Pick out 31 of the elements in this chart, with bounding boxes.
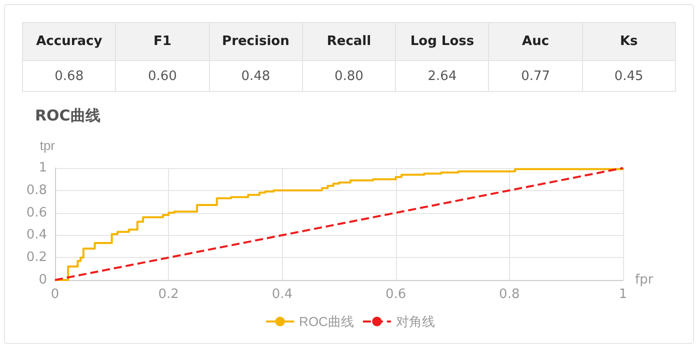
category-label: Ks	[582, 22, 676, 60]
data-label: 0.77	[488, 60, 582, 92]
x-tick-label: 0.6	[385, 287, 406, 302]
y-tick-label: 1	[38, 160, 47, 176]
y-axis-title: tpr	[40, 138, 56, 153]
category-label: F1	[116, 22, 210, 60]
chart-title: ROC曲线	[35, 106, 100, 124]
category-label: Log Loss	[396, 22, 489, 60]
y-tick-label: 0.4	[26, 228, 47, 243]
y-tick-label: 0.8	[26, 182, 47, 198]
legend-label: ROC曲线	[299, 314, 354, 329]
x-axis-title: fpr	[635, 272, 654, 288]
category-label: Auc	[488, 22, 582, 60]
y-tick-label: 0.2	[26, 250, 47, 266]
category-label: Precision	[209, 22, 302, 60]
data-label: 0.45	[582, 60, 676, 92]
x-tick-label: 0.4	[272, 287, 293, 302]
y-tick-label: 0	[38, 272, 47, 288]
data-label: 2.64	[396, 60, 489, 92]
data-label: 0.68	[22, 60, 116, 92]
y-tick-label: 0.6	[26, 205, 47, 220]
x-tick-label: 0	[50, 287, 60, 302]
x-tick-label: 0.8	[499, 287, 520, 302]
data-label: 0.80	[302, 60, 396, 92]
legend-label: 对角线	[396, 314, 435, 329]
category-label: Recall	[302, 22, 396, 60]
x-tick-label: 0.2	[158, 287, 179, 302]
data-label: 0.48	[209, 60, 302, 92]
x-tick-label: 1	[618, 287, 628, 302]
category-label: Accuracy	[22, 22, 116, 60]
data-label: 0.60	[116, 60, 210, 92]
